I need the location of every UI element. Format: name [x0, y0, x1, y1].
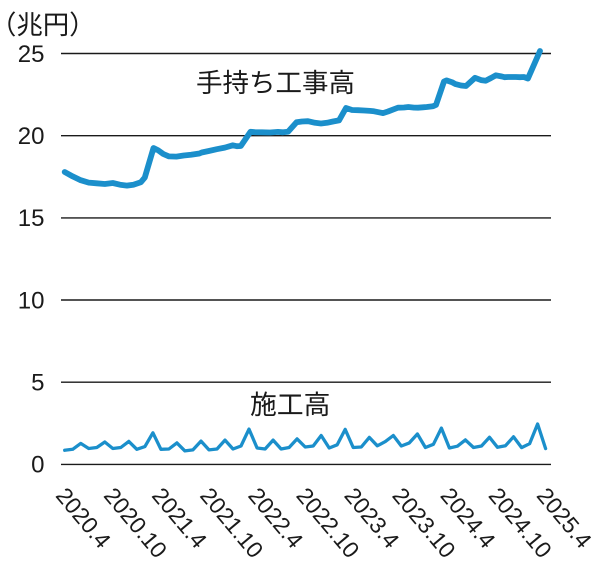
svg-text:20: 20 [18, 123, 45, 150]
svg-text:15: 15 [18, 205, 45, 232]
svg-text:0: 0 [31, 452, 44, 479]
svg-text:5: 5 [31, 370, 44, 397]
svg-text:10: 10 [18, 287, 45, 314]
svg-text:25: 25 [18, 41, 45, 68]
